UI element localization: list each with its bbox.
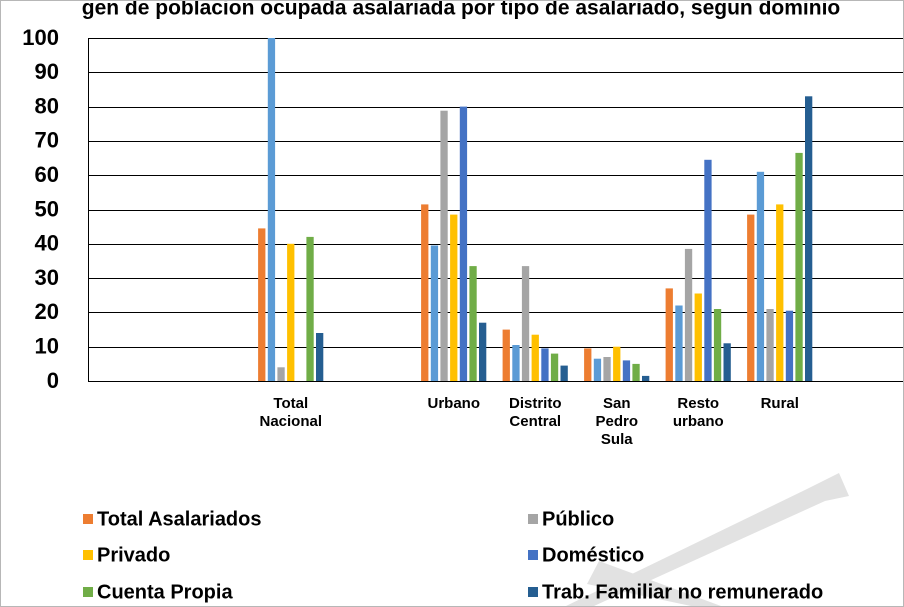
bar <box>622 360 631 381</box>
gridlines <box>88 38 903 382</box>
bar <box>747 214 755 381</box>
bar <box>267 38 276 381</box>
bar <box>430 245 439 381</box>
bar <box>694 293 702 381</box>
bar <box>479 322 487 381</box>
category-label: Distrito <box>509 395 562 412</box>
category-label: Resto <box>677 395 719 412</box>
y-tick-label: 0 <box>47 368 59 393</box>
y-tick-label: 70 <box>35 128 59 153</box>
bar <box>756 171 765 381</box>
y-tick-label: 40 <box>35 231 59 256</box>
category-label: Rural <box>761 395 799 412</box>
legend-swatch <box>528 587 538 597</box>
bar <box>613 346 621 381</box>
bar <box>713 309 722 381</box>
category-label: Nacional <box>259 413 322 430</box>
bar <box>421 204 429 381</box>
bar <box>531 334 539 381</box>
bar <box>440 110 448 381</box>
category-label: Total <box>273 395 308 412</box>
legend-label: Privado <box>97 544 170 566</box>
chart-title: gen de poblacion ocupada asalariada por … <box>82 1 840 20</box>
legend: Total Asalariados Público Privado Doméstico… <box>83 508 823 603</box>
bar <box>521 266 530 381</box>
bar <box>306 236 314 381</box>
bar <box>287 243 295 381</box>
category-label: urbano <box>673 413 724 430</box>
bar <box>766 309 774 381</box>
legend-swatch <box>528 514 538 524</box>
bar <box>502 329 510 381</box>
bar <box>675 305 683 381</box>
bar <box>642 375 650 381</box>
bar <box>785 310 794 381</box>
category-label: Pedro <box>595 413 638 430</box>
category-label: Central <box>509 413 561 430</box>
y-tick-label: 80 <box>35 93 59 118</box>
bar <box>541 348 549 381</box>
bar <box>258 228 266 381</box>
bar <box>684 248 693 381</box>
bar <box>316 333 324 381</box>
bars <box>258 38 813 382</box>
category-label: San <box>603 395 631 412</box>
legend-label: Total Asalariados <box>97 508 262 530</box>
bar <box>469 266 477 381</box>
y-tick-label: 10 <box>35 334 59 359</box>
bar <box>795 152 803 381</box>
category-label: Urbano <box>428 395 481 412</box>
bar <box>277 367 285 381</box>
category-label: Sula <box>601 431 633 448</box>
y-tick-label: 60 <box>35 162 59 187</box>
bar <box>632 363 640 381</box>
legend-swatch <box>83 550 93 560</box>
y-tick-label: 30 <box>35 265 59 290</box>
legend-label: Doméstico <box>542 544 644 566</box>
legend-swatch <box>83 587 93 597</box>
bar <box>704 159 712 381</box>
bar <box>805 96 813 382</box>
y-tick-label: 20 <box>35 299 59 324</box>
legend-label: Cuenta Propia <box>97 581 233 603</box>
y-tick-label: 100 <box>22 25 59 50</box>
bar <box>603 357 611 381</box>
watermark-stroke-1 <box>566 473 849 606</box>
bar <box>776 204 784 381</box>
y-axis-tick-labels: 0 10 20 30 40 50 60 70 80 90 100 <box>22 25 59 393</box>
legend-swatch <box>83 514 93 524</box>
watermark <box>566 473 849 606</box>
watermark-stroke-2 <box>587 561 721 606</box>
bar <box>459 106 468 381</box>
bar <box>723 343 731 381</box>
bar <box>593 358 602 381</box>
legend-label: Público <box>542 508 614 530</box>
legend-label: Trab. Familiar no remunerado <box>542 581 823 603</box>
y-tick-label: 50 <box>35 196 59 221</box>
legend-swatch <box>528 550 538 560</box>
bar <box>560 365 568 381</box>
bar <box>512 345 520 381</box>
y-tick-label: 90 <box>35 59 59 84</box>
bar <box>665 288 673 381</box>
bar <box>550 353 559 381</box>
bar <box>584 348 592 381</box>
bar <box>450 214 458 381</box>
